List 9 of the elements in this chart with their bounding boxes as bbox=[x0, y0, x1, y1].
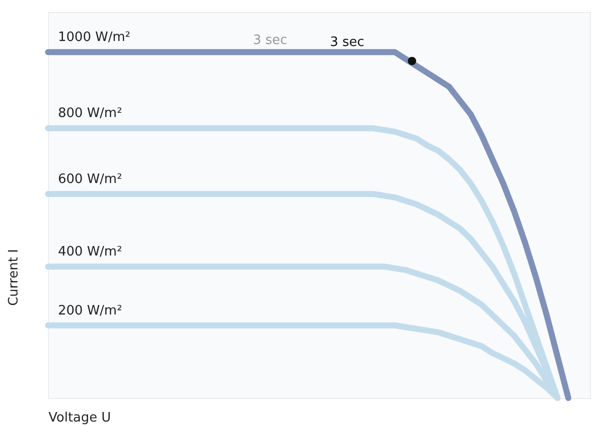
series-label: 200 W/m² bbox=[58, 303, 122, 318]
series-label: 400 W/m² bbox=[58, 244, 122, 260]
series-label: 600 W/m² bbox=[58, 172, 122, 187]
text: 3 sec bbox=[330, 35, 364, 50]
y-axis-title: Current I bbox=[6, 249, 22, 306]
x-axis-title: Voltage U bbox=[48, 410, 111, 426]
text: 3 sec bbox=[253, 33, 288, 48]
series-label: 800 W/m² bbox=[58, 106, 122, 122]
series-label: 1000 W/m² bbox=[58, 30, 130, 46]
